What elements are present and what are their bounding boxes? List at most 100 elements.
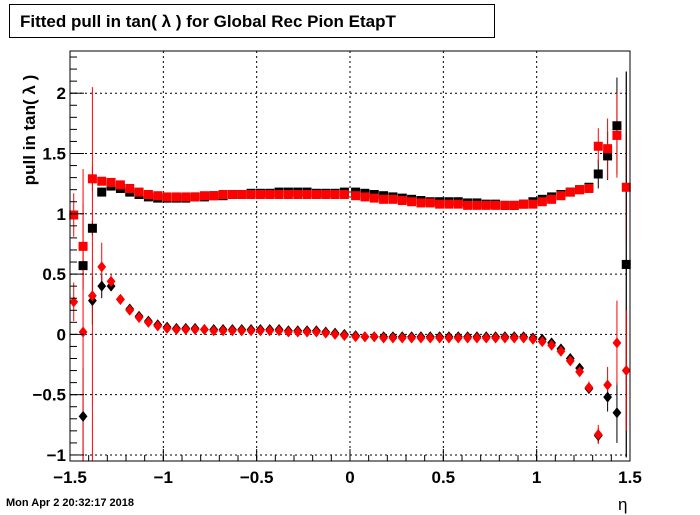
- data-point-diamond: [500, 332, 510, 344]
- y-tick-label: −0.5: [32, 386, 66, 405]
- data-point-diamond: [181, 324, 191, 336]
- data-point-square: [97, 176, 107, 186]
- data-point-diamond: [621, 365, 631, 377]
- data-point-diamond: [481, 332, 491, 344]
- data-points: [69, 121, 631, 442]
- data-point-diamond: [256, 325, 265, 337]
- data-point-diamond: [575, 366, 584, 378]
- data-point-square: [78, 261, 88, 271]
- data-point-diamond: [612, 337, 622, 349]
- data-point-square: [379, 194, 389, 204]
- data-point-diamond: [388, 332, 398, 344]
- data-point-diamond: [472, 332, 482, 344]
- data-point-square: [125, 183, 135, 193]
- data-point-diamond: [274, 325, 284, 337]
- data-point-diamond: [312, 326, 321, 338]
- y-tick-label: 0.5: [42, 265, 66, 284]
- data-point-square: [171, 192, 181, 202]
- data-point-diamond: [444, 332, 454, 344]
- y-axis-label: pull in tan( λ ): [20, 74, 39, 186]
- y-tick-label: 1: [57, 205, 66, 224]
- data-point-diamond: [125, 304, 135, 316]
- y-tick-label: 0: [57, 325, 66, 344]
- data-point-diamond: [593, 428, 603, 440]
- x-axis-label: η: [618, 495, 628, 514]
- data-point-diamond: [302, 326, 312, 338]
- data-point-diamond: [425, 332, 435, 344]
- data-point-square: [491, 200, 501, 210]
- data-point-diamond: [407, 332, 416, 344]
- data-point-diamond: [379, 332, 388, 344]
- data-point-diamond: [69, 296, 79, 308]
- data-point-square: [444, 199, 454, 209]
- data-point-diamond: [330, 328, 340, 340]
- data-point-diamond: [162, 322, 172, 334]
- data-point-square: [246, 190, 256, 199]
- data-point-square: [237, 190, 247, 199]
- data-point-diamond: [97, 280, 107, 292]
- data-point-square: [218, 190, 228, 199]
- data-point-diamond: [547, 339, 556, 351]
- data-point-diamond: [293, 326, 303, 338]
- data-point-square: [416, 198, 426, 208]
- data-point-diamond: [453, 332, 463, 344]
- data-point-square: [162, 192, 172, 202]
- data-point-diamond: [209, 325, 219, 337]
- data-point-square: [612, 121, 622, 131]
- y-tick-label: −1: [47, 446, 66, 465]
- data-point-square: [339, 190, 349, 199]
- data-point-square: [227, 190, 237, 199]
- data-point-square: [603, 144, 613, 154]
- data-point-square: [435, 199, 445, 209]
- data-point-square: [584, 183, 594, 193]
- y-tick-label: 1.5: [42, 145, 66, 164]
- data-point-square: [621, 182, 631, 192]
- data-point-diamond: [491, 332, 500, 344]
- data-point-square: [509, 200, 519, 210]
- data-point-square: [547, 194, 557, 204]
- data-point-diamond: [200, 324, 209, 336]
- data-point-diamond: [528, 333, 538, 345]
- data-point-square: [190, 192, 200, 202]
- x-tick-label: 1.5: [618, 468, 642, 487]
- data-point-square: [593, 169, 603, 179]
- data-point-square: [97, 187, 107, 197]
- x-tick-label: −1: [154, 468, 173, 487]
- data-point-square: [69, 210, 79, 220]
- data-point-square: [397, 196, 407, 206]
- data-point-diamond: [369, 331, 379, 343]
- data-point-diamond: [321, 327, 331, 339]
- data-point-square: [463, 200, 473, 210]
- data-point-diamond: [78, 410, 88, 422]
- x-axis-ticks: −1.5 −1 −0.5 0 0.5 1 1.5: [53, 449, 642, 487]
- x-tick-label: 0: [345, 468, 354, 487]
- data-point-diamond: [519, 332, 528, 344]
- data-point-diamond: [106, 275, 116, 287]
- data-point-diamond: [603, 379, 612, 391]
- data-point-diamond: [612, 407, 622, 419]
- data-point-square: [575, 185, 585, 195]
- data-point-square: [134, 187, 144, 197]
- data-point-square: [293, 190, 303, 199]
- data-point-diamond: [97, 261, 107, 273]
- chart-title: Fitted pull in tan( λ ) for Global Rec P…: [20, 12, 396, 31]
- y-tick-label: 2: [57, 84, 66, 103]
- data-point-square: [407, 197, 417, 207]
- x-tick-label: −1.5: [53, 468, 87, 487]
- data-point-diamond: [134, 312, 144, 323]
- data-point-diamond: [284, 326, 293, 338]
- footer-timestamp: Mon Apr 2 20:32:17 2018: [6, 497, 134, 509]
- data-point-square: [265, 190, 275, 199]
- data-point-square: [472, 200, 482, 210]
- data-point-square: [106, 177, 116, 187]
- data-point-diamond: [360, 331, 370, 343]
- data-point-square: [321, 190, 331, 199]
- data-point-square: [565, 187, 575, 197]
- data-point-diamond: [340, 330, 349, 342]
- data-point-square: [556, 191, 566, 201]
- data-point-diamond: [603, 391, 612, 403]
- data-point-diamond: [218, 325, 228, 337]
- data-point-diamond: [416, 332, 426, 344]
- data-point-square: [302, 190, 312, 199]
